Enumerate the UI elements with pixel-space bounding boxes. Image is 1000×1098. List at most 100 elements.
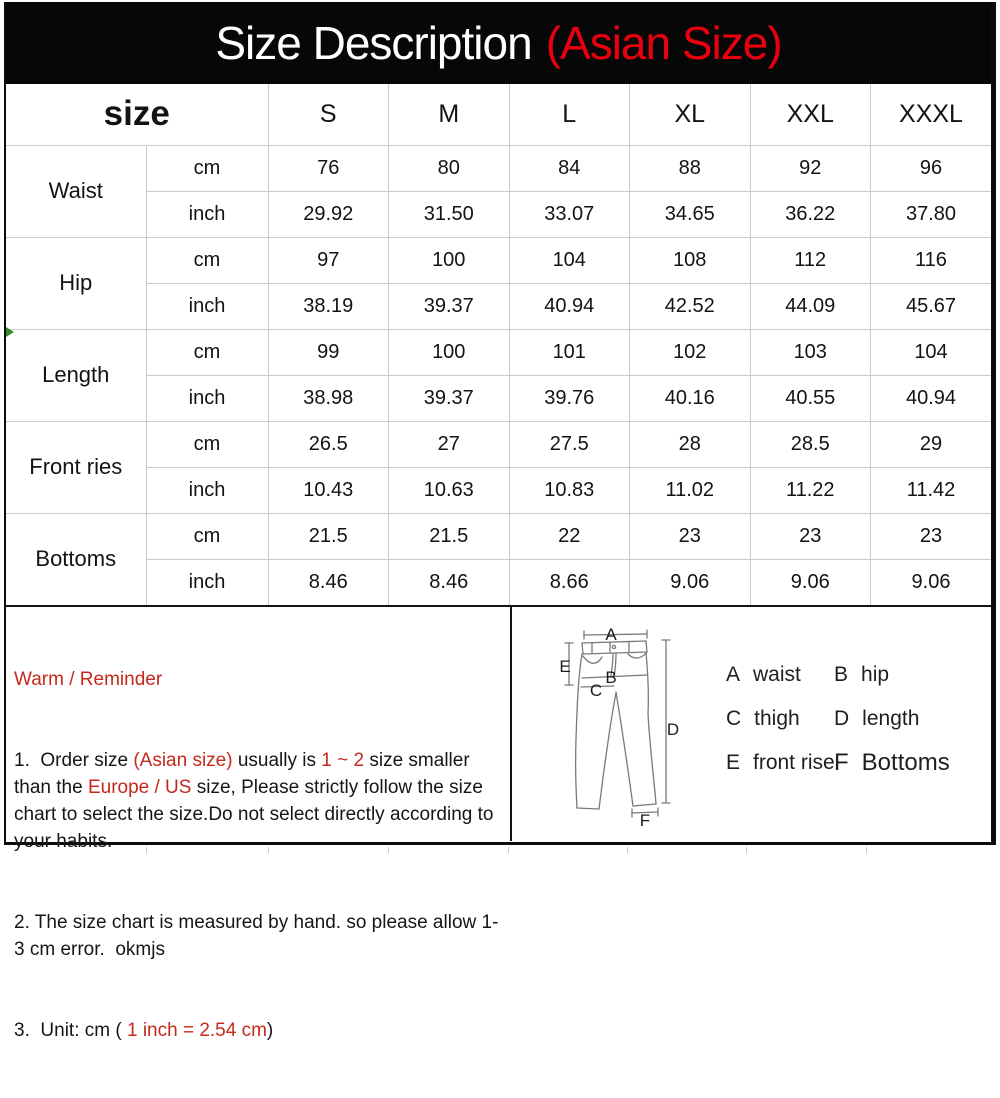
unit-label-cm: cm	[145, 236, 269, 284]
legend-key: A	[726, 663, 741, 686]
grid-stub	[268, 847, 269, 853]
cm-value: 102	[629, 328, 751, 376]
legend-label: hip	[861, 663, 890, 686]
page-title-accent: (Asian Size)	[545, 17, 783, 69]
inch-value: 33.07	[508, 190, 630, 238]
table-row-length-cm: Length cm 99 100 101 102 103 104	[5, 328, 992, 422]
reminder-notes: Warm / Reminder 1. Order size (Asian siz…	[6, 607, 512, 1041]
size-table: size S M L XL XXL XXXL Waist cm 76 80 84…	[5, 83, 992, 606]
inch-value: 31.50	[388, 190, 510, 238]
inch-value: 9.06	[870, 558, 992, 606]
cm-value: 101	[508, 328, 630, 376]
page-title: Size Description	[215, 17, 532, 69]
diagram-letter-e: E	[559, 657, 570, 676]
inch-value: 11.02	[629, 466, 751, 514]
legend-key: C	[726, 707, 742, 730]
grid-stub	[388, 847, 389, 853]
unit-label-inch: inch	[145, 558, 269, 606]
cm-value: 116	[870, 236, 992, 284]
inch-value: 45.67	[870, 282, 992, 330]
legend-label: front rise	[753, 751, 835, 774]
inch-value: 10.83	[508, 466, 630, 514]
legend-key: E	[726, 751, 741, 774]
inch-value: 42.52	[629, 282, 751, 330]
measure-label: Bottoms	[5, 512, 147, 606]
cm-value: 104	[870, 328, 992, 376]
inch-value: 44.09	[749, 282, 871, 330]
table-row-frontrise-inch: inch 10.43 10.63 10.83 11.02 11.22 11.42	[6, 466, 992, 514]
diagram-letter-d: D	[667, 720, 679, 739]
cm-value: 21.5	[388, 512, 510, 560]
legend-item-bottoms: F Bottoms	[834, 741, 950, 785]
cm-value: 84	[508, 144, 630, 192]
unit-label-inch: inch	[145, 190, 269, 238]
unit-label-inch: inch	[145, 374, 269, 422]
cm-value: 112	[749, 236, 871, 284]
legend-label: Bottoms	[861, 749, 950, 776]
title-bar: Size Description (Asian Size)	[6, 2, 991, 84]
table-row-hip-inch: inch 38.19 39.37 40.94 42.52 44.09 45.67	[6, 282, 992, 330]
size-col-xxl: XXL	[749, 83, 871, 146]
reminder-note-2: 2. The size chart is measured by hand. s…	[14, 912, 499, 960]
cm-value: 96	[870, 144, 992, 192]
cm-value: 104	[508, 236, 630, 284]
cm-value: 76	[267, 144, 389, 192]
unit-label-inch: inch	[145, 282, 269, 330]
diagram-letter-b: B	[605, 668, 616, 687]
inch-value: 8.46	[388, 558, 510, 606]
measurement-diagram: A E B C D F A waist B hip C thigh	[512, 607, 991, 841]
inch-value: 36.22	[749, 190, 871, 238]
inch-value: 40.55	[749, 374, 871, 422]
legend-key: F	[834, 749, 849, 776]
size-col-s: S	[267, 83, 389, 146]
diagram-letter-a: A	[605, 625, 617, 644]
legend-label: length	[862, 707, 920, 730]
inch-value: 34.65	[629, 190, 751, 238]
inch-value: 10.43	[267, 466, 389, 514]
inch-value: 9.06	[749, 558, 871, 606]
inch-value: 8.46	[267, 558, 389, 606]
table-row-waist-inch: inch 29.92 31.50 33.07 34.65 36.22 37.80	[6, 190, 992, 238]
diagram-letter-f: F	[640, 811, 650, 830]
inch-value: 37.80	[870, 190, 992, 238]
unit-label-cm: cm	[145, 328, 269, 376]
grid-stub	[508, 847, 509, 853]
inch-value: 39.37	[388, 282, 510, 330]
cm-value: 99	[267, 328, 389, 376]
diagram-legend: A waist B hip C thigh D length E front	[726, 653, 950, 785]
cm-value: 27.5	[508, 420, 630, 468]
legend-label: waist	[753, 663, 801, 686]
legend-key: D	[834, 707, 850, 730]
unit-label-cm: cm	[145, 420, 269, 468]
legend-key: B	[834, 663, 849, 686]
measure-label: Length	[5, 328, 147, 422]
table-row-frontrise-cm: Front ries cm 26.5 27 27.5 28 28.5 29	[5, 420, 992, 514]
measure-label: Front ries	[5, 420, 147, 514]
inch-value: 11.22	[749, 466, 871, 514]
table-row-bottoms-cm: Bottoms cm 21.5 21.5 22 23 23 23	[5, 512, 992, 606]
bottom-section: Warm / Reminder 1. Order size (Asian siz…	[6, 605, 991, 1041]
inch-value: 10.63	[388, 466, 510, 514]
size-col-m: M	[388, 83, 510, 146]
cm-value: 23	[629, 512, 751, 560]
inch-value: 8.66	[508, 558, 630, 606]
inch-value: 9.06	[629, 558, 751, 606]
cm-value: 80	[388, 144, 510, 192]
table-row-hip-cm: Hip cm 97 100 104 108 112 116	[5, 236, 992, 330]
cm-value: 92	[749, 144, 871, 192]
table-header-row: size S M L XL XXL XXXL	[5, 83, 992, 146]
measure-label: Hip	[5, 236, 147, 330]
cm-value: 21.5	[267, 512, 389, 560]
cm-value: 23	[870, 512, 992, 560]
unit-label-cm: cm	[145, 144, 269, 192]
unit-label-cm: cm	[145, 512, 269, 560]
grid-stub	[627, 847, 628, 853]
cm-value: 88	[629, 144, 751, 192]
legend-label: thigh	[754, 707, 800, 730]
legend-item-frontrise: E front rise	[726, 741, 835, 785]
inch-value: 38.19	[267, 282, 389, 330]
measure-label: Waist	[5, 144, 147, 238]
cm-value: 103	[749, 328, 871, 376]
cm-value: 27	[388, 420, 510, 468]
cm-value: 100	[388, 236, 510, 284]
